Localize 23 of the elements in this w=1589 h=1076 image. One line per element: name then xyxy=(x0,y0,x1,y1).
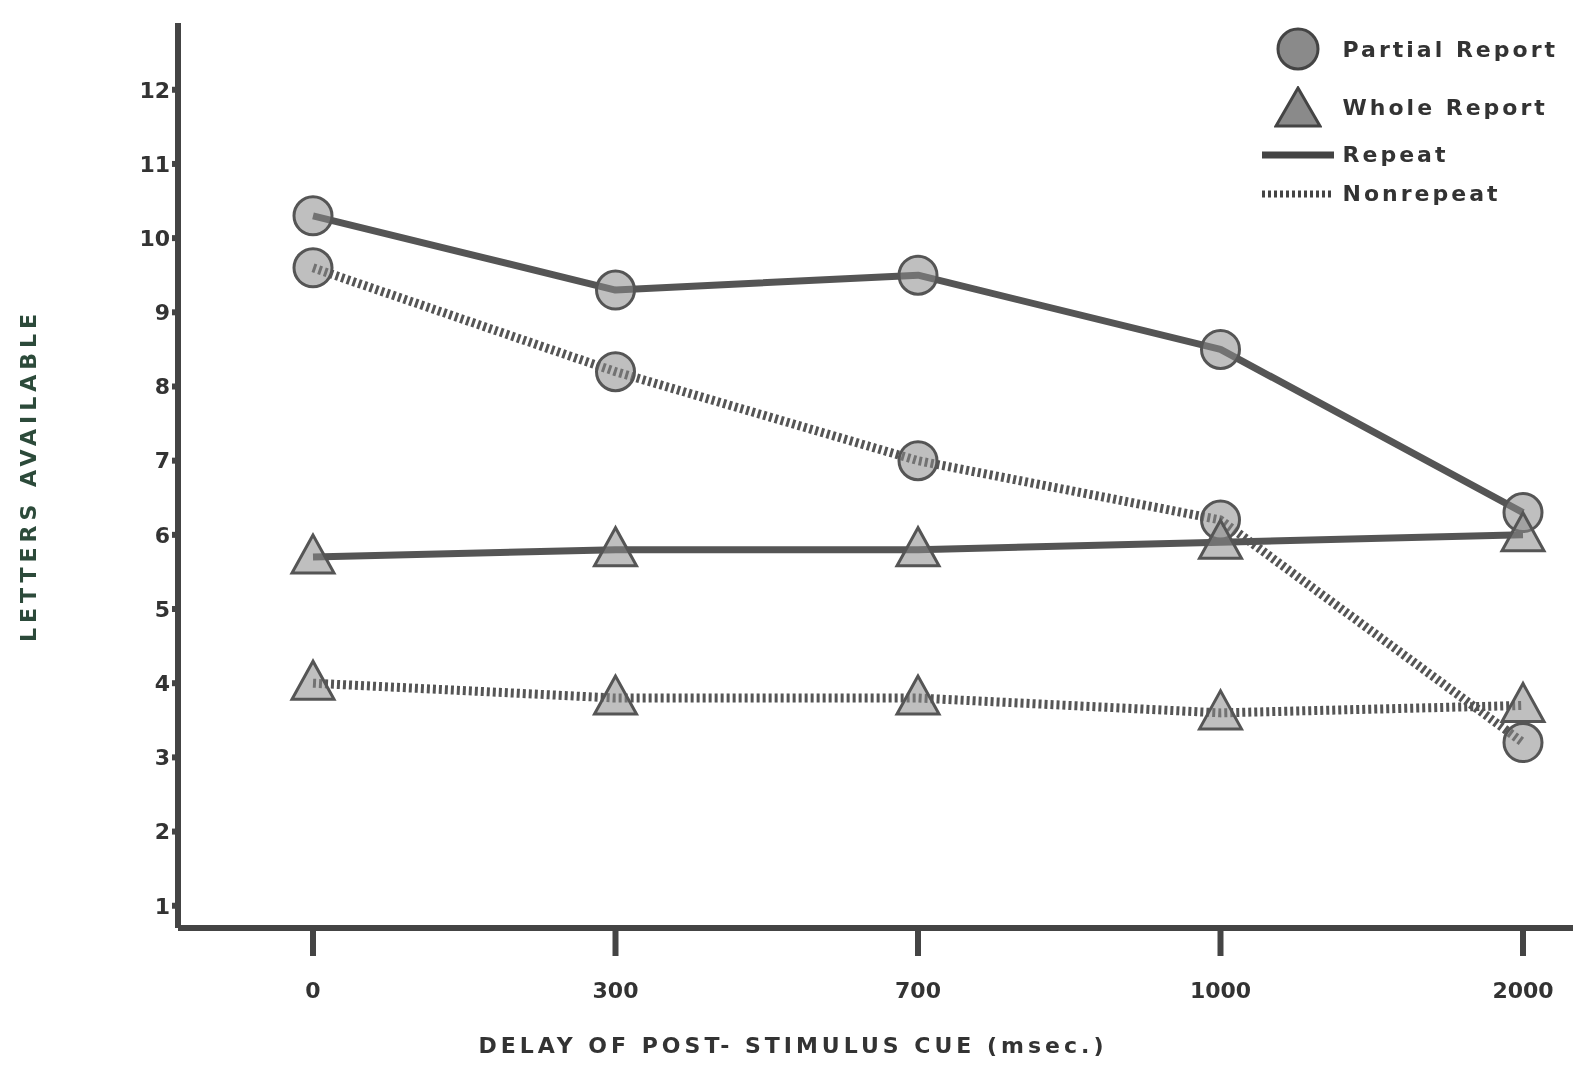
annotation: Whole Report xyxy=(1342,94,1549,120)
y-tick-label: 5 xyxy=(154,596,170,622)
x-tick-label: 700 xyxy=(895,977,941,1003)
annotation: Nonrepeat xyxy=(1342,181,1502,206)
annotation: Repeat xyxy=(1342,142,1450,167)
y-tick-label: 11 xyxy=(139,151,170,177)
y-tick-label: 2 xyxy=(154,819,170,845)
x-tick-label: 1000 xyxy=(1189,977,1252,1003)
y-tick-label: 7 xyxy=(154,448,170,474)
y-tick-label: 8 xyxy=(154,374,170,400)
annotation: Partial Report xyxy=(1342,36,1558,62)
y-tick-label: 12 xyxy=(139,77,170,103)
y-tick-label: 9 xyxy=(154,300,170,326)
y-tick-label: 10 xyxy=(139,225,170,251)
x-tick-label: 2000 xyxy=(1492,977,1554,1003)
y-tick-label: 4 xyxy=(154,671,170,697)
y-tick-label: 6 xyxy=(154,522,170,548)
y-axis-title: LETTERS AVAILABLE xyxy=(15,308,41,643)
y-tick-label: 3 xyxy=(154,745,170,771)
x-tick-label: 300 xyxy=(592,977,639,1003)
x-tick-label: 0 xyxy=(305,977,321,1003)
y-tick-label: 1 xyxy=(154,893,170,919)
x-axis-title: DELAY OF POST- STIMULUS CUE (msec.) xyxy=(477,1033,1109,1058)
